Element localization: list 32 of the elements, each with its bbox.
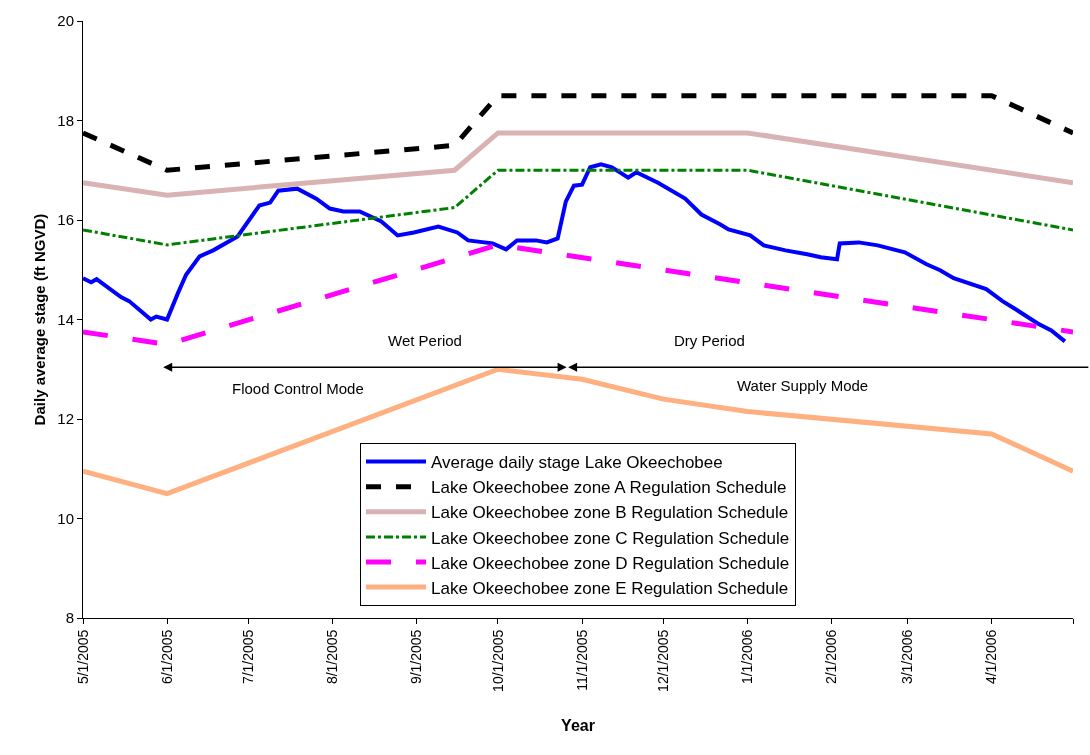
y-tick-label: 18 <box>57 111 74 129</box>
x-tick-label: 2/1/2006 <box>823 629 840 685</box>
x-tick-label: 5/1/2005 <box>74 629 91 685</box>
y-tick-label: 10 <box>57 509 74 527</box>
y-tick-label: 20 <box>57 12 74 30</box>
annotation: Flood Control Mode <box>232 380 364 397</box>
legend-label: Average daily stage Lake Okeechobee <box>431 453 723 473</box>
line-series <box>83 168 1073 247</box>
legend-label: Lake Okeechobee zone E Regulation Schedule <box>431 578 789 598</box>
x-tick-label: 7/1/2005 <box>240 629 256 685</box>
x-tick-label: 10/1/2005 <box>489 629 506 692</box>
legend-label: Lake Okeechobee zone D Regulation Schedule <box>431 553 790 573</box>
y-tick-label: 16 <box>57 211 74 229</box>
x-tick-label: 6/1/2005 <box>158 629 175 685</box>
x-tick-label: 11/1/2005 <box>573 629 590 691</box>
annotation: Wet Period <box>388 332 462 349</box>
x-tick-label: 4/1/2006 <box>983 629 1000 685</box>
annotation: Water Supply Mode <box>737 377 869 394</box>
x-axis-title: Year <box>561 716 595 734</box>
y-tick-label: 14 <box>57 310 74 328</box>
x-tick-label: 8/1/2005 <box>324 629 341 685</box>
y-tick-label: 8 <box>65 609 74 627</box>
x-tick-label: 12/1/2005 <box>654 629 671 692</box>
legend-label: Lake Okeechobee zone A Regulation Schedule <box>431 478 787 498</box>
x-tick-label: 3/1/2006 <box>899 629 916 685</box>
legend-label: Lake Okeechobee zone B Regulation Schedule <box>431 503 789 523</box>
x-tick-label: 1/1/2006 <box>739 629 756 685</box>
y-tick-label: 12 <box>57 410 74 428</box>
annotation: Dry Period <box>674 332 745 349</box>
legend-label: Lake Okeechobee zone C Regulation Schedule <box>431 528 790 548</box>
x-tick-label: 9/1/2005 <box>408 629 425 685</box>
y-axis-title: Daily average stage (ft NGVD) <box>30 213 48 426</box>
